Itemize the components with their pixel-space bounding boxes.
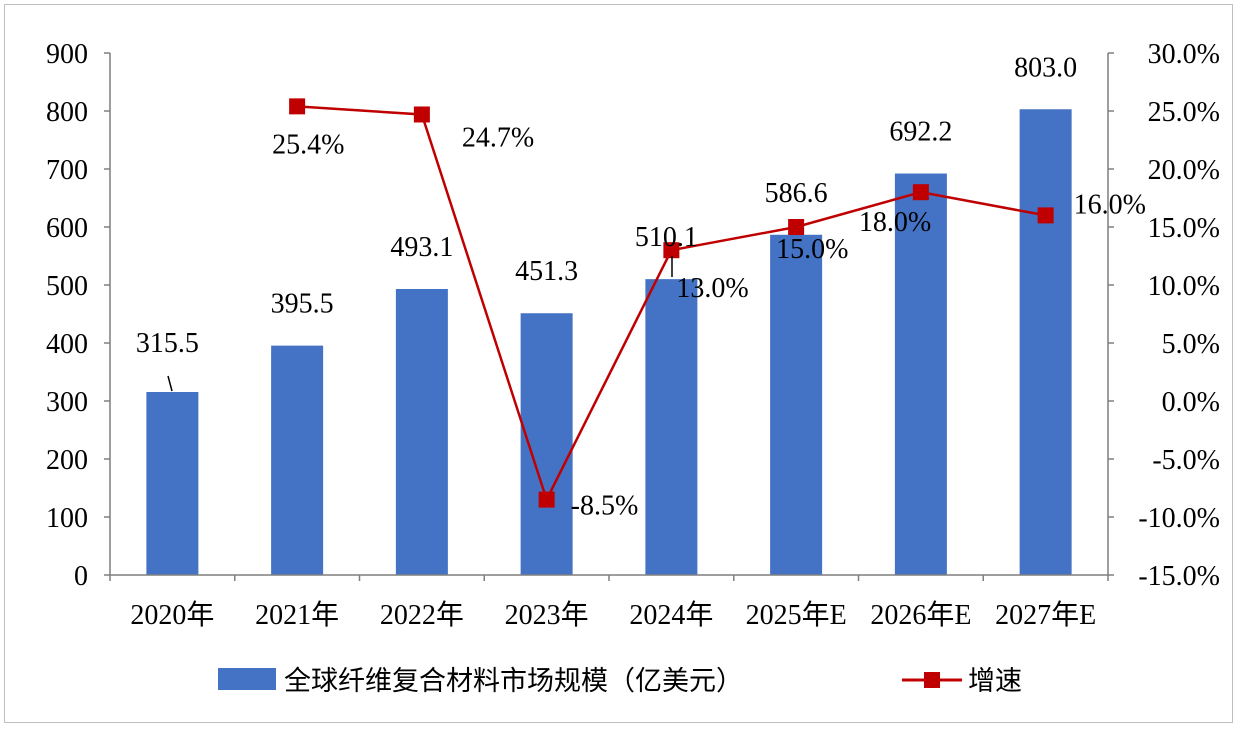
bar-value-label-6: 692.2 xyxy=(889,117,952,148)
growth-line-series xyxy=(289,98,1054,508)
y-right-tick-label-4: 5.0% xyxy=(1162,329,1220,360)
y-left-tick-label-7: 700 xyxy=(46,155,88,186)
bar-value-label-5: 586.6 xyxy=(765,178,828,209)
growth-marker-3 xyxy=(538,491,555,508)
legend-swatch-bar xyxy=(218,668,276,690)
legend-label-bar: 全球纤维复合材料市场规模（亿美元） xyxy=(284,666,743,697)
y-right-tick-label-0: -15.0% xyxy=(1138,561,1220,592)
growth-value-label-4: 13.0% xyxy=(676,273,748,304)
x-tick-label-2: 2022年 xyxy=(380,599,464,631)
x-tick-label-1: 2021年 xyxy=(255,599,339,631)
legend-swatch-marker xyxy=(924,672,940,688)
growth-value-label-1: 25.4% xyxy=(272,129,344,160)
y-right-tick-label-3: 0.0% xyxy=(1162,387,1220,418)
y-right-tick-label-5: 10.0% xyxy=(1148,271,1220,302)
x-tick-label-5: 2025年E xyxy=(746,599,847,631)
x-tick-label-0: 2020年 xyxy=(130,599,214,631)
bar-value-label-4: 510.1 xyxy=(635,222,698,253)
growth-value-label-2: 24.7% xyxy=(462,122,534,153)
y-right-tick-label-2: -5.0% xyxy=(1152,445,1220,476)
bar-value-label-3: 451.3 xyxy=(515,256,578,287)
x-tick-label-6: 2026年E xyxy=(870,599,971,631)
y-right-tick-label-6: 15.0% xyxy=(1148,213,1220,244)
y-left-tick-label-6: 600 xyxy=(46,213,88,244)
x-tick-label-3: 2023年 xyxy=(505,599,589,631)
bar-4 xyxy=(645,279,698,575)
y-right-tick-label-8: 25.0% xyxy=(1148,97,1220,128)
y-right-tick-label-9: 30.0% xyxy=(1148,39,1220,70)
growth-marker-5 xyxy=(788,219,805,235)
growth-value-label-3: -8.5% xyxy=(571,491,639,522)
y-right-tick-label-7: 20.0% xyxy=(1148,155,1220,186)
bar-value-label-7: 803.0 xyxy=(1014,52,1077,83)
x-tick-label-4: 2024年 xyxy=(629,599,713,631)
growth-marker-6 xyxy=(912,184,929,201)
growth-marker-7 xyxy=(1037,207,1054,224)
y-left-tick-label-2: 200 xyxy=(46,445,88,476)
growth-marker-2 xyxy=(413,106,430,123)
leader-line-0 xyxy=(167,375,173,392)
bar-2 xyxy=(395,289,448,575)
growth-marker-1 xyxy=(289,98,306,115)
axes: 0 100 200 300 400 500 600 700 800 900 -15.0% -10.0%… xyxy=(46,39,1220,631)
y-left-tick-label-5: 500 xyxy=(46,271,88,302)
growth-value-label-5: 15.0% xyxy=(776,234,848,265)
y-left-tick-label-1: 100 xyxy=(46,503,88,534)
y-left-tick-label-4: 400 xyxy=(46,329,88,360)
x-tick-label-7: 2027年E xyxy=(995,599,1096,631)
bar-7 xyxy=(1019,109,1072,575)
bar-6 xyxy=(894,173,947,576)
bar-value-label-1: 395.5 xyxy=(271,289,334,320)
growth-marker-4 xyxy=(663,242,680,259)
bar-value-label-2: 493.1 xyxy=(390,232,453,263)
legend: 全球纤维复合材料市场规模（亿美元） 增速 xyxy=(218,666,1022,697)
bar-1 xyxy=(271,345,324,575)
y-left-tick-label-0: 0 xyxy=(74,561,88,592)
growth-value-label-6: 18.0% xyxy=(859,207,931,238)
bar-0 xyxy=(146,392,199,575)
growth-value-label-7: 16.0% xyxy=(1074,189,1146,220)
y-left-tick-label-8: 800 xyxy=(46,97,88,128)
y-left-tick-label-3: 300 xyxy=(46,387,88,418)
bar-value-label-0: 315.5 xyxy=(136,328,199,359)
y-left-tick-label-9: 900 xyxy=(46,39,88,70)
y-right-tick-label-1: -10.0% xyxy=(1138,503,1220,534)
data-labels: 315.5 395.5 493.1 451.3 510.1 586.6 692.2 803.0… xyxy=(136,52,1146,521)
bar-5 xyxy=(770,234,823,575)
legend-label-line: 增速 xyxy=(968,666,1022,697)
